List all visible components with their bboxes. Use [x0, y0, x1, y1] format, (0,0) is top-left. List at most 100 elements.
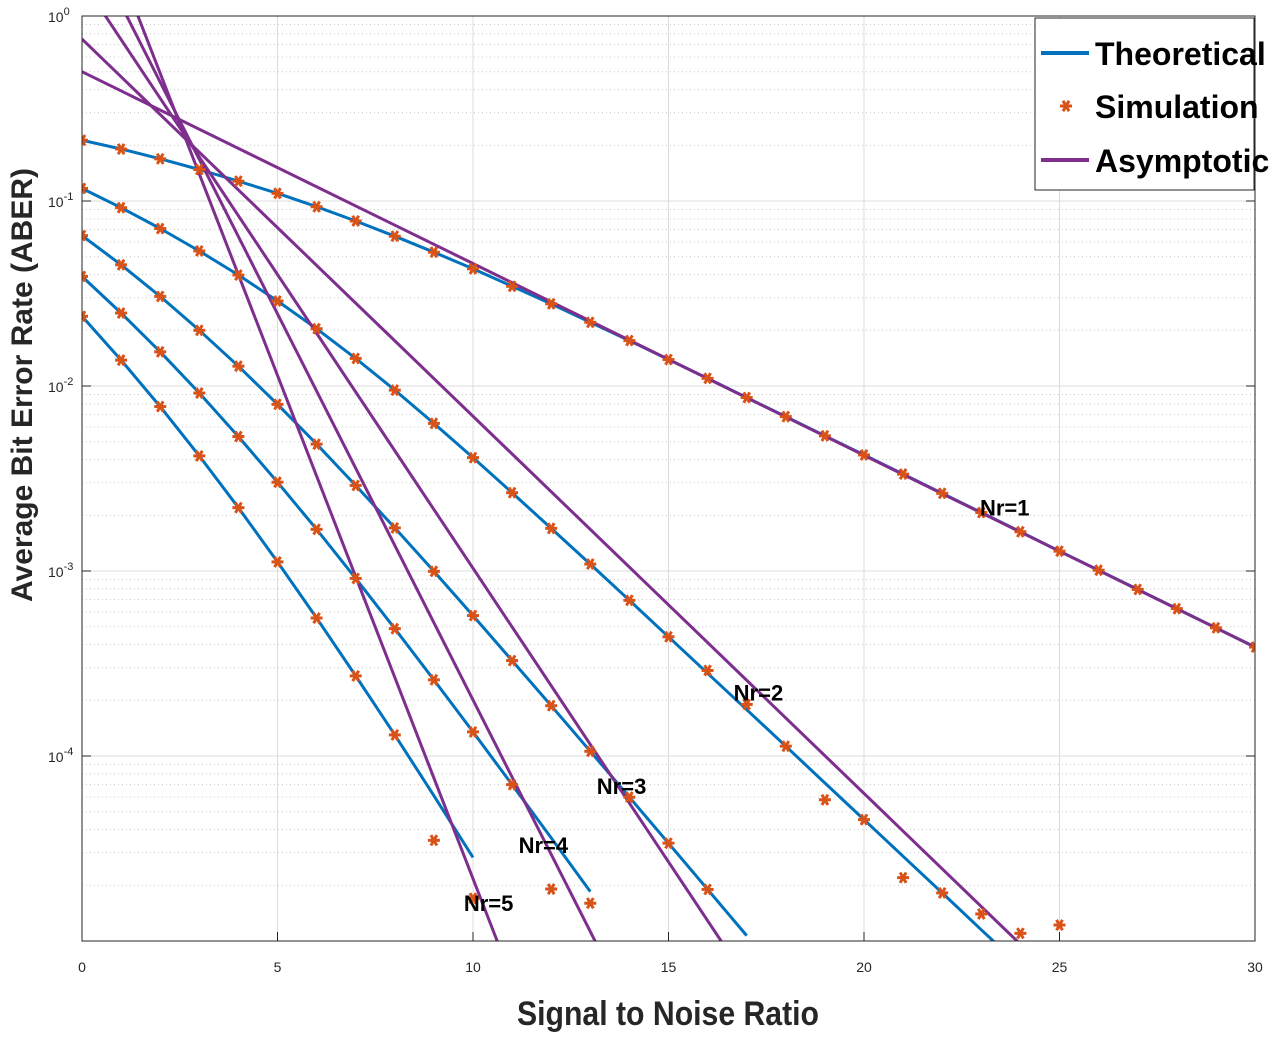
plot-area [82, 16, 1255, 941]
simulation-marker-nr1 [701, 372, 714, 385]
simulation-marker-nr5 [388, 728, 401, 741]
simulation-marker-nr4 [154, 345, 167, 358]
simulation-marker-nr2 [584, 558, 597, 571]
simulation-marker-nr5 [349, 669, 362, 682]
simulation-marker-nr2 [271, 295, 284, 307]
simulation-marker-nr2 [779, 740, 792, 753]
simulation-marker-nr1 [858, 448, 870, 461]
simulation-marker-nr4 [349, 572, 362, 585]
simulation-marker-nr5 [271, 555, 284, 568]
simulation-marker-nr1 [779, 410, 792, 423]
asymptotic-line-nr5 [136, 16, 499, 941]
simulation-marker-nr2 [82, 182, 88, 195]
simulation-marker-nr4 [193, 387, 206, 399]
simulation-marker-nr1 [975, 506, 988, 519]
simulation-marker-nr1 [662, 353, 675, 366]
simulation-marker-nr3 [427, 565, 440, 578]
simulation-marker-nr3 [232, 360, 245, 373]
simulation-marker-nr5 [193, 449, 206, 462]
simulation-marker-nr2 [701, 664, 714, 677]
simulation-marker-nr1 [427, 246, 440, 259]
simulation-marker-nr1 [936, 487, 949, 500]
x-tick-label: 5 [274, 959, 282, 975]
simulation-marker-nr3 [623, 791, 636, 804]
simulation-marker-nr2 [858, 813, 870, 826]
x-tick-label: 25 [1052, 959, 1068, 975]
simulation-marker-nr5 [232, 501, 245, 514]
simulation-marker-nr1 [818, 429, 831, 442]
simulation-marker-nr1 [349, 215, 362, 227]
simulation-marker-nr2 [1053, 919, 1066, 931]
simulation-marker-nr2 [545, 522, 558, 535]
x-tick-label: 0 [78, 959, 86, 975]
simulation-marker-nr4 [82, 270, 88, 283]
simulation-marker-nr1 [506, 280, 519, 293]
simulation-marker-nr2 [349, 352, 362, 365]
simulation-marker-nr4 [427, 673, 440, 686]
simulation-marker-nr1 [193, 163, 206, 176]
simulation-marker-nr2 [936, 886, 949, 899]
x-tick-label: 15 [661, 959, 677, 975]
simulation-marker-nr3 [701, 883, 714, 896]
simulation-marker-nr2 [427, 417, 440, 430]
x-tick-label: 20 [856, 959, 872, 975]
simulation-marker-nr3 [467, 609, 479, 622]
simulation-marker-nr3 [154, 290, 167, 303]
y-axis-label: Average Bit Error Rate (ABER) [6, 168, 39, 602]
simulation-marker-nr4 [232, 430, 245, 443]
simulation-marker-nr1 [1092, 564, 1105, 577]
simulation-marker-nr1 [115, 143, 128, 155]
simulation-marker-nr4 [545, 883, 558, 895]
simulation-marker-nr1 [623, 334, 636, 347]
simulation-marker-nr5 [427, 834, 440, 847]
simulation-marker-nr1 [1053, 545, 1066, 558]
simulation-marker-nr3 [506, 654, 519, 667]
simulation-marker-nr2 [818, 793, 831, 806]
simulation-marker-nr2 [662, 630, 675, 643]
simulation-marker-nr1 [1209, 621, 1222, 634]
x-tick-label: 30 [1247, 959, 1263, 975]
curve-label-nr1: Nr=1 [980, 496, 1030, 521]
simulation-marker-nr5 [154, 400, 167, 413]
simulation-marker-nr1 [584, 316, 597, 329]
simulation-marker-nr1 [545, 297, 558, 310]
simulation-marker-nr1 [232, 175, 245, 188]
simulation-marker-nr3 [271, 398, 284, 411]
simulation-marker-nr1 [388, 230, 401, 243]
simulation-marker-nr4 [271, 476, 284, 489]
simulation-marker-nr4 [388, 622, 401, 635]
simulation-marker-nr5 [82, 310, 88, 323]
simulation-marker-nr2 [506, 486, 519, 499]
simulation-marker-nr2 [154, 222, 167, 235]
y-tick-label: 10-4 [48, 746, 73, 765]
simulation-marker-nr2 [467, 451, 479, 464]
simulation-marker-nr3 [584, 745, 597, 758]
simulation-marker-nr2 [115, 201, 128, 214]
y-tick-label: 10-3 [48, 561, 73, 580]
simulation-marker-nr5 [115, 354, 128, 367]
simulation-marker-nr1 [310, 200, 323, 213]
simulation-marker-nr3 [82, 229, 88, 242]
simulation-marker-nr1 [271, 187, 284, 200]
simulation-marker-nr2 [388, 384, 401, 397]
simulation-marker-nr3 [310, 438, 323, 451]
simulation-marker-nr1 [82, 134, 88, 147]
curve-label-nr3: Nr=3 [597, 774, 647, 799]
simulation-marker-nr3 [193, 324, 206, 337]
theoretical-line-nr2 [82, 187, 996, 941]
simulation-marker-nr2 [310, 322, 323, 335]
x-axis-label: Signal to Noise Ratio [517, 995, 819, 1033]
simulation-marker-nr2 [623, 594, 636, 607]
simulation-marker-nr1 [1170, 602, 1183, 615]
curve-label-nr5: Nr=5 [464, 891, 514, 916]
theoretical-line-nr4 [82, 275, 592, 893]
simulation-marker-nr2 [740, 698, 753, 711]
simulation-marker-nr2 [193, 245, 206, 257]
curve-label-nr4: Nr=4 [519, 833, 569, 858]
simulation-marker-nr3 [115, 258, 128, 271]
simulation-marker-nr5 [310, 612, 323, 624]
y-tick-label: 10-2 [48, 376, 73, 395]
simulation-marker-nr2 [975, 908, 988, 920]
legend-label-asymptotic: Asymptotic [1095, 143, 1269, 179]
